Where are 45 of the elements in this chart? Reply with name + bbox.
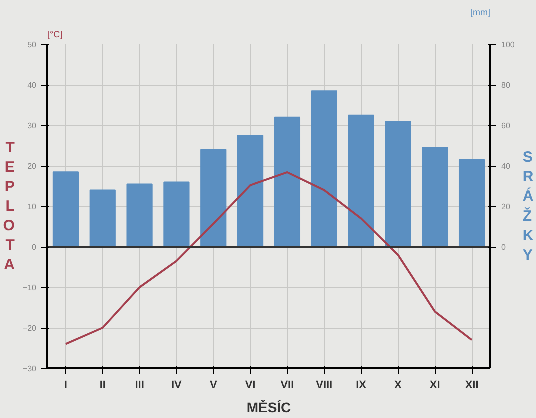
bar [458, 159, 486, 248]
bar [311, 90, 338, 248]
y-tick-label: 30 [28, 122, 38, 130]
x-tick-label: VII [280, 380, 294, 392]
x-tick-label: IX [356, 380, 368, 392]
x-axis-title: MĚSÍC [246, 400, 292, 416]
x-tick-label: X [394, 380, 403, 392]
bar [200, 149, 227, 248]
y-tick-label: 50 [28, 40, 38, 50]
bar [348, 114, 374, 248]
y2-tick-label: 40 [502, 162, 511, 171]
text: [mm] [470, 8, 491, 18]
x-tick-label: XI [430, 380, 440, 392]
y-tick-label: 40 [28, 81, 38, 90]
x-tick-label: II [100, 380, 106, 392]
x-tick-label: VIII [316, 380, 333, 392]
bar [126, 184, 153, 248]
y-tick-label: 10 [28, 202, 38, 212]
line-series [64, 171, 474, 346]
bar [90, 190, 116, 248]
x-tick-label: V [210, 380, 218, 392]
x-tick-label: XII [465, 380, 479, 392]
y-tick-label: 20 [28, 162, 38, 171]
bar [422, 147, 448, 248]
bar [52, 172, 80, 248]
x-tick-label: IV [172, 380, 183, 392]
x-tick-label: VI [245, 380, 256, 392]
y2-tick-label: 80 [502, 81, 511, 90]
x-tick-label: III [135, 380, 144, 392]
y2-tick-label: 100 [502, 40, 516, 50]
x-tick-label: I [64, 380, 68, 392]
y2-tick-label: 0 [502, 243, 506, 252]
y2-axis-title: SRÁŽKY [522, 149, 534, 264]
y-tick-label: −10 [22, 284, 38, 292]
y2-tick-label: 20 [502, 202, 511, 212]
bar [164, 182, 190, 248]
y-tick-label: 0 [32, 243, 38, 252]
y2-tick-label: 60 [502, 122, 511, 130]
bar [274, 116, 301, 248]
y-tick-label: −20 [22, 324, 38, 333]
text: [°C] [48, 30, 63, 40]
bar [385, 120, 412, 248]
y-axis-title: TEPLOTA [3, 139, 16, 274]
bar [237, 135, 264, 248]
y-tick-label: −30 [22, 364, 38, 374]
